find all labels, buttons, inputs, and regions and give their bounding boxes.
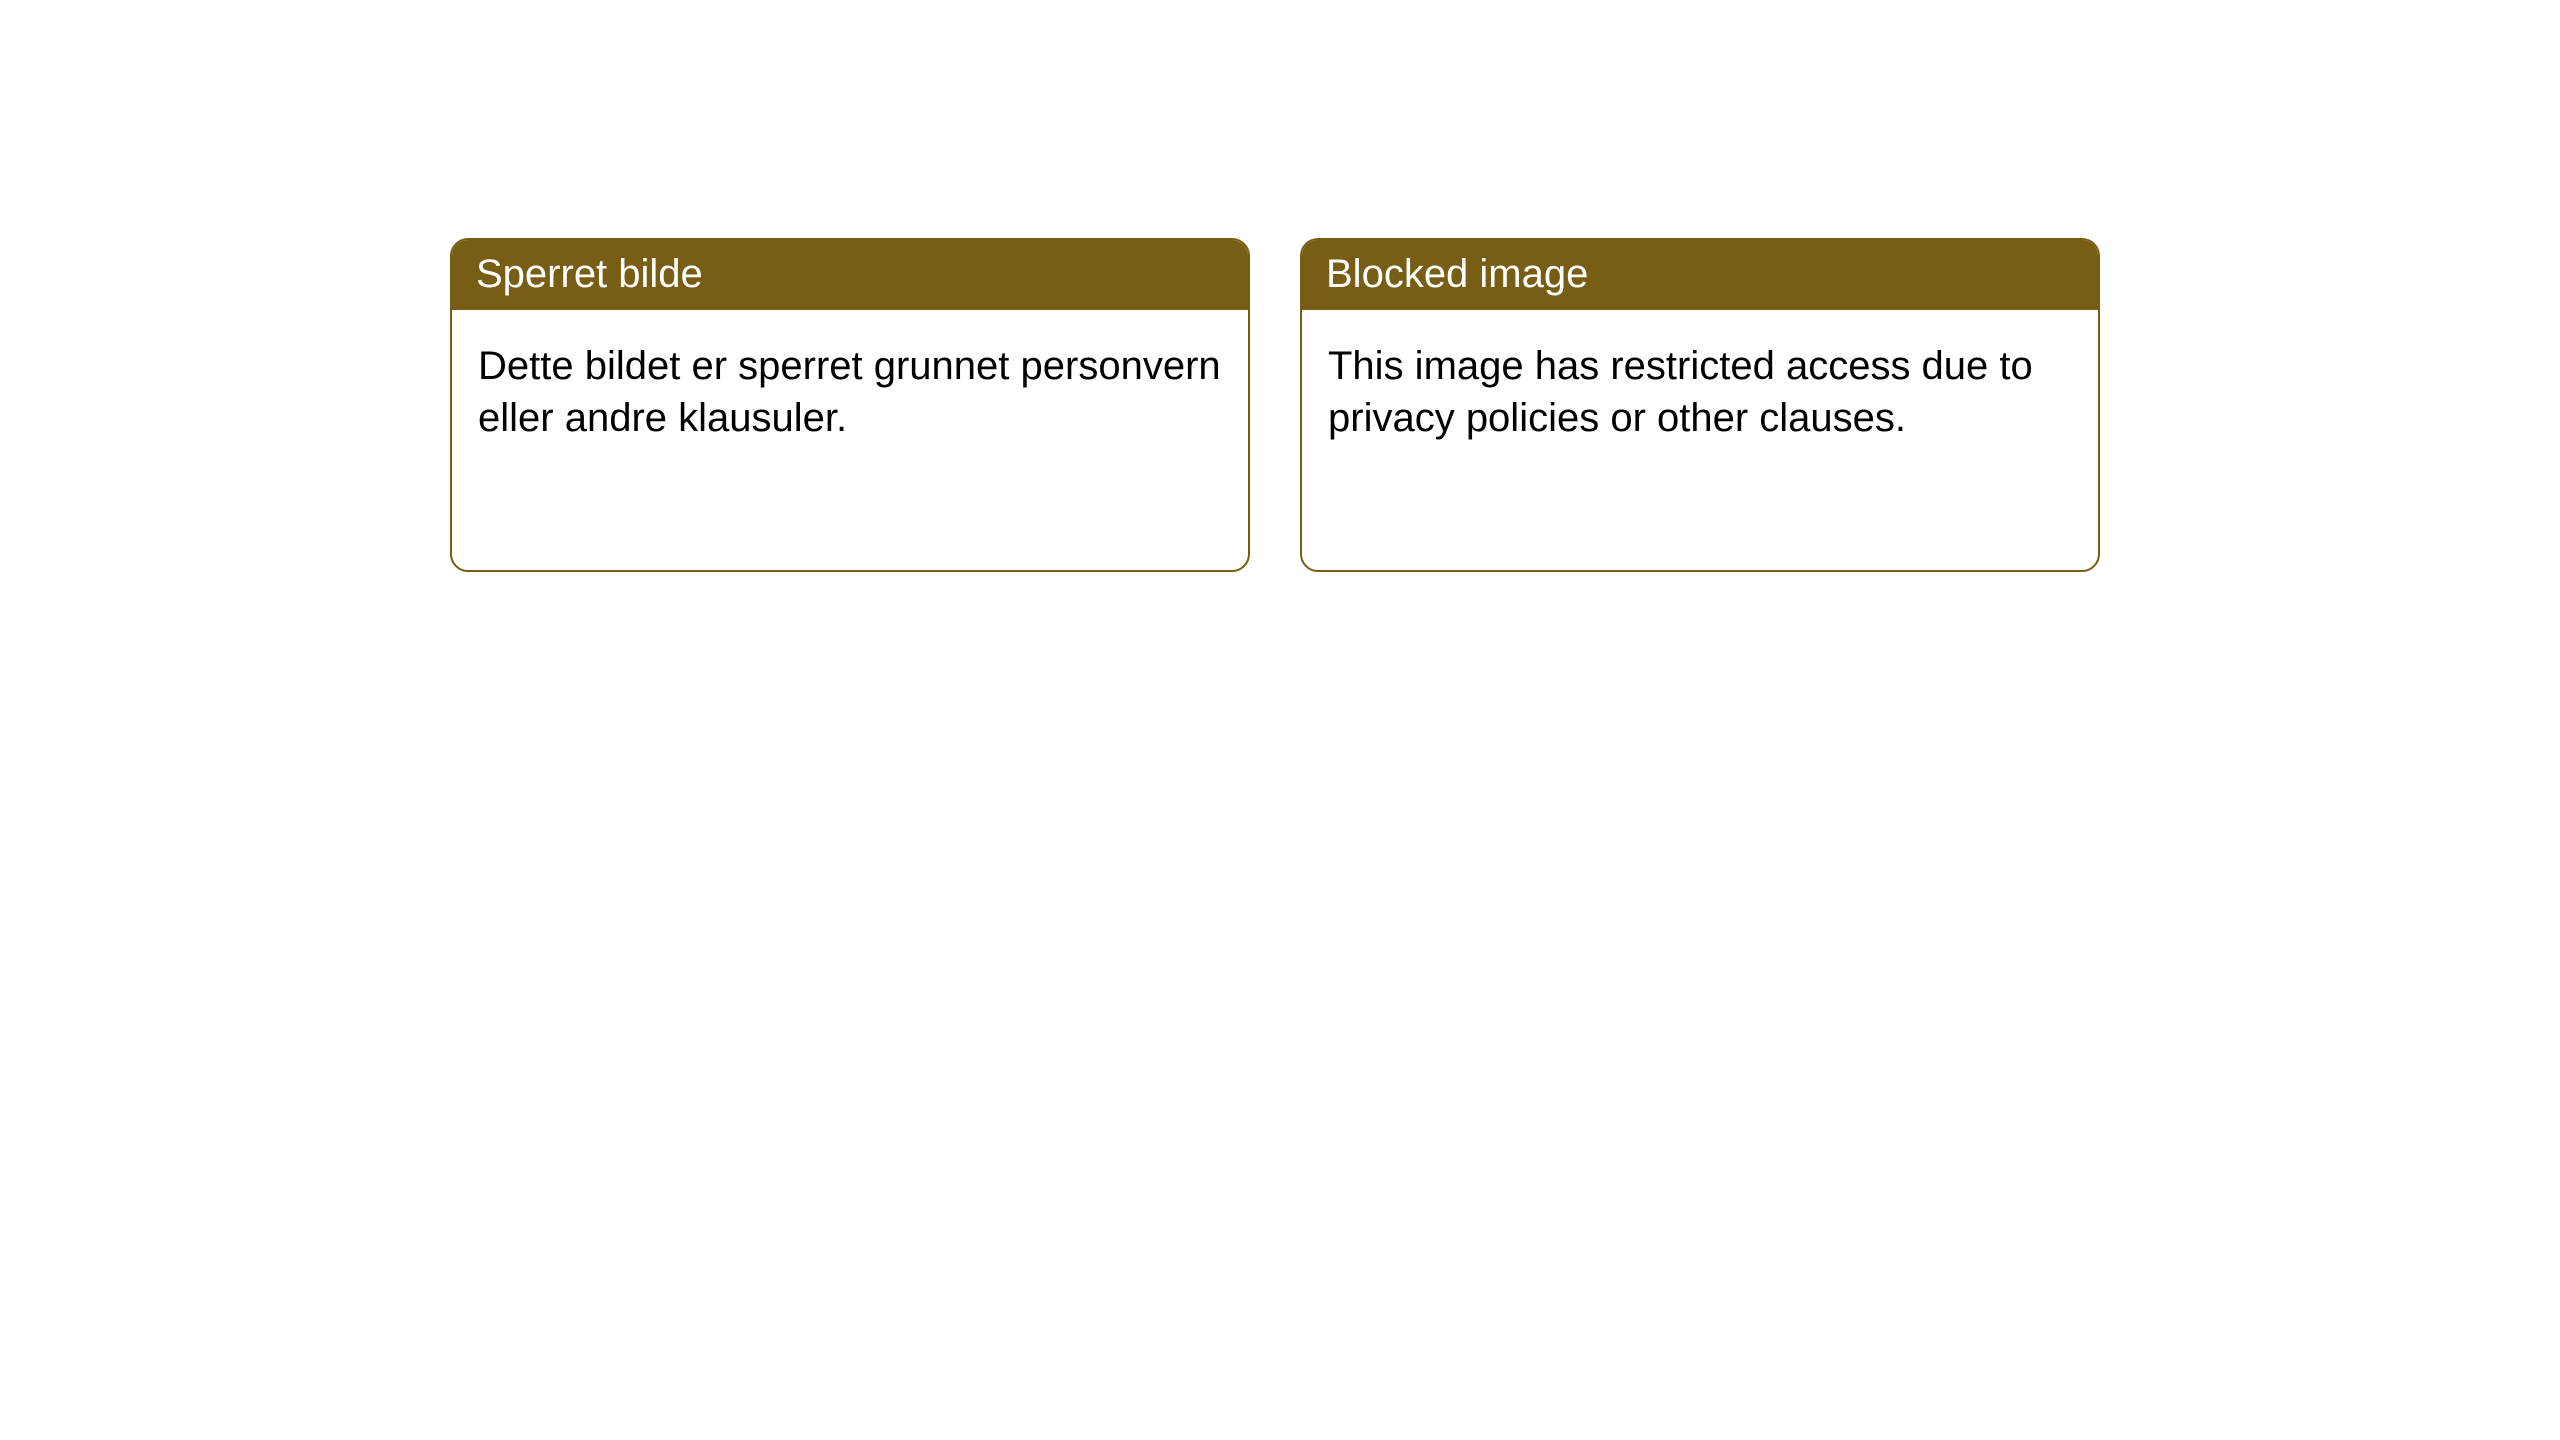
card-header-english: Blocked image xyxy=(1302,240,2098,310)
notice-container: Sperret bilde Dette bildet er sperret gr… xyxy=(0,0,2560,572)
card-header-norwegian: Sperret bilde xyxy=(452,240,1248,310)
card-body-norwegian: Dette bildet er sperret grunnet personve… xyxy=(452,310,1248,474)
blocked-image-card-norwegian: Sperret bilde Dette bildet er sperret gr… xyxy=(450,238,1250,572)
card-body-english: This image has restricted access due to … xyxy=(1302,310,2098,474)
blocked-image-card-english: Blocked image This image has restricted … xyxy=(1300,238,2100,572)
